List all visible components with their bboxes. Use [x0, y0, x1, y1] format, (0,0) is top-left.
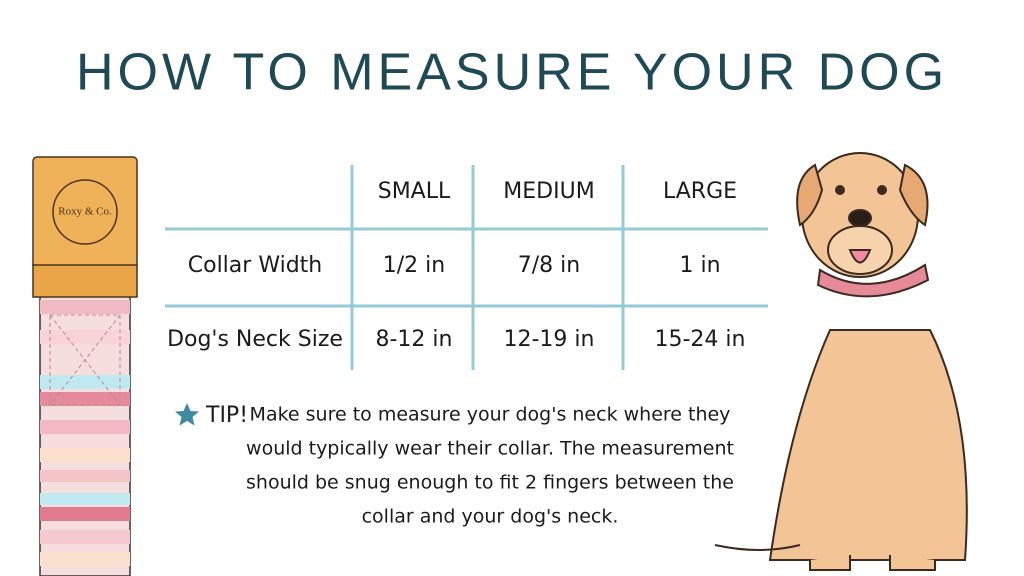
tip-line: collar and your dog's neck. — [362, 506, 619, 528]
column-header: MEDIUM — [503, 179, 594, 204]
page-title: HOW TO MEASURE YOUR DOG — [76, 44, 948, 102]
table-cell: 1/2 in — [383, 253, 445, 278]
tip-line: should be snug enough to fit 2 fingers b… — [246, 472, 734, 494]
row-label: Dog's Neck Size — [167, 327, 343, 352]
collar-brand: Roxy & Co. — [58, 206, 112, 218]
column-header: LARGE — [663, 179, 737, 204]
tip-line: Make sure to measure your dog's neck whe… — [250, 404, 731, 426]
table-cell: 15-24 in — [655, 327, 746, 352]
table-cell: 8-12 in — [376, 327, 453, 352]
star-icon — [175, 403, 199, 426]
table-cell: 7/8 in — [518, 253, 580, 278]
column-header: SMALL — [378, 179, 451, 204]
table-cell: 12-19 in — [504, 327, 595, 352]
tip-label: TIP! — [205, 403, 248, 428]
row-label: Collar Width — [188, 253, 322, 278]
size-table: SMALL MEDIUM LARGE Collar Width 1/2 in 7/8 in… — [167, 179, 745, 352]
table-grid — [165, 165, 768, 370]
table-cell: 1 in — [679, 253, 720, 278]
dog-illustration — [714, 152, 968, 571]
collar-illustration: Roxy & Co. — [32, 156, 138, 576]
tip-text: Make sure to measure your dog's neck whe… — [246, 404, 734, 528]
tip-line: would typically wear their collar. The m… — [246, 438, 734, 460]
